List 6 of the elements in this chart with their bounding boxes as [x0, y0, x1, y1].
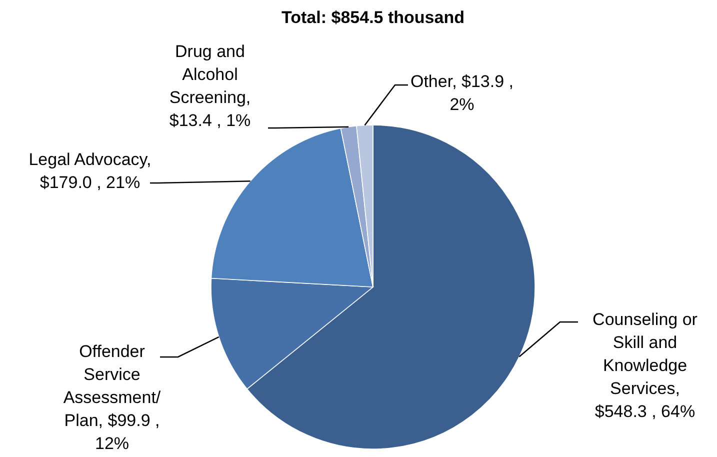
- slice-label: Other, $13.9 , 2%: [410, 72, 514, 114]
- chart-title: Total: $854.5 thousand: [282, 8, 464, 27]
- slice-label: Drug and Alcohol Screening, $13.4 , 1%: [169, 42, 251, 130]
- slice-label: Offender Service Assessment/Plan, $99.9 , 12%: [63, 342, 161, 453]
- slice-label: Legal Advocacy, $179.0 , 21%: [28, 150, 152, 192]
- slice-label: Counseling or Skill and Knowledge Services, $548.3 , 64%: [592, 310, 698, 421]
